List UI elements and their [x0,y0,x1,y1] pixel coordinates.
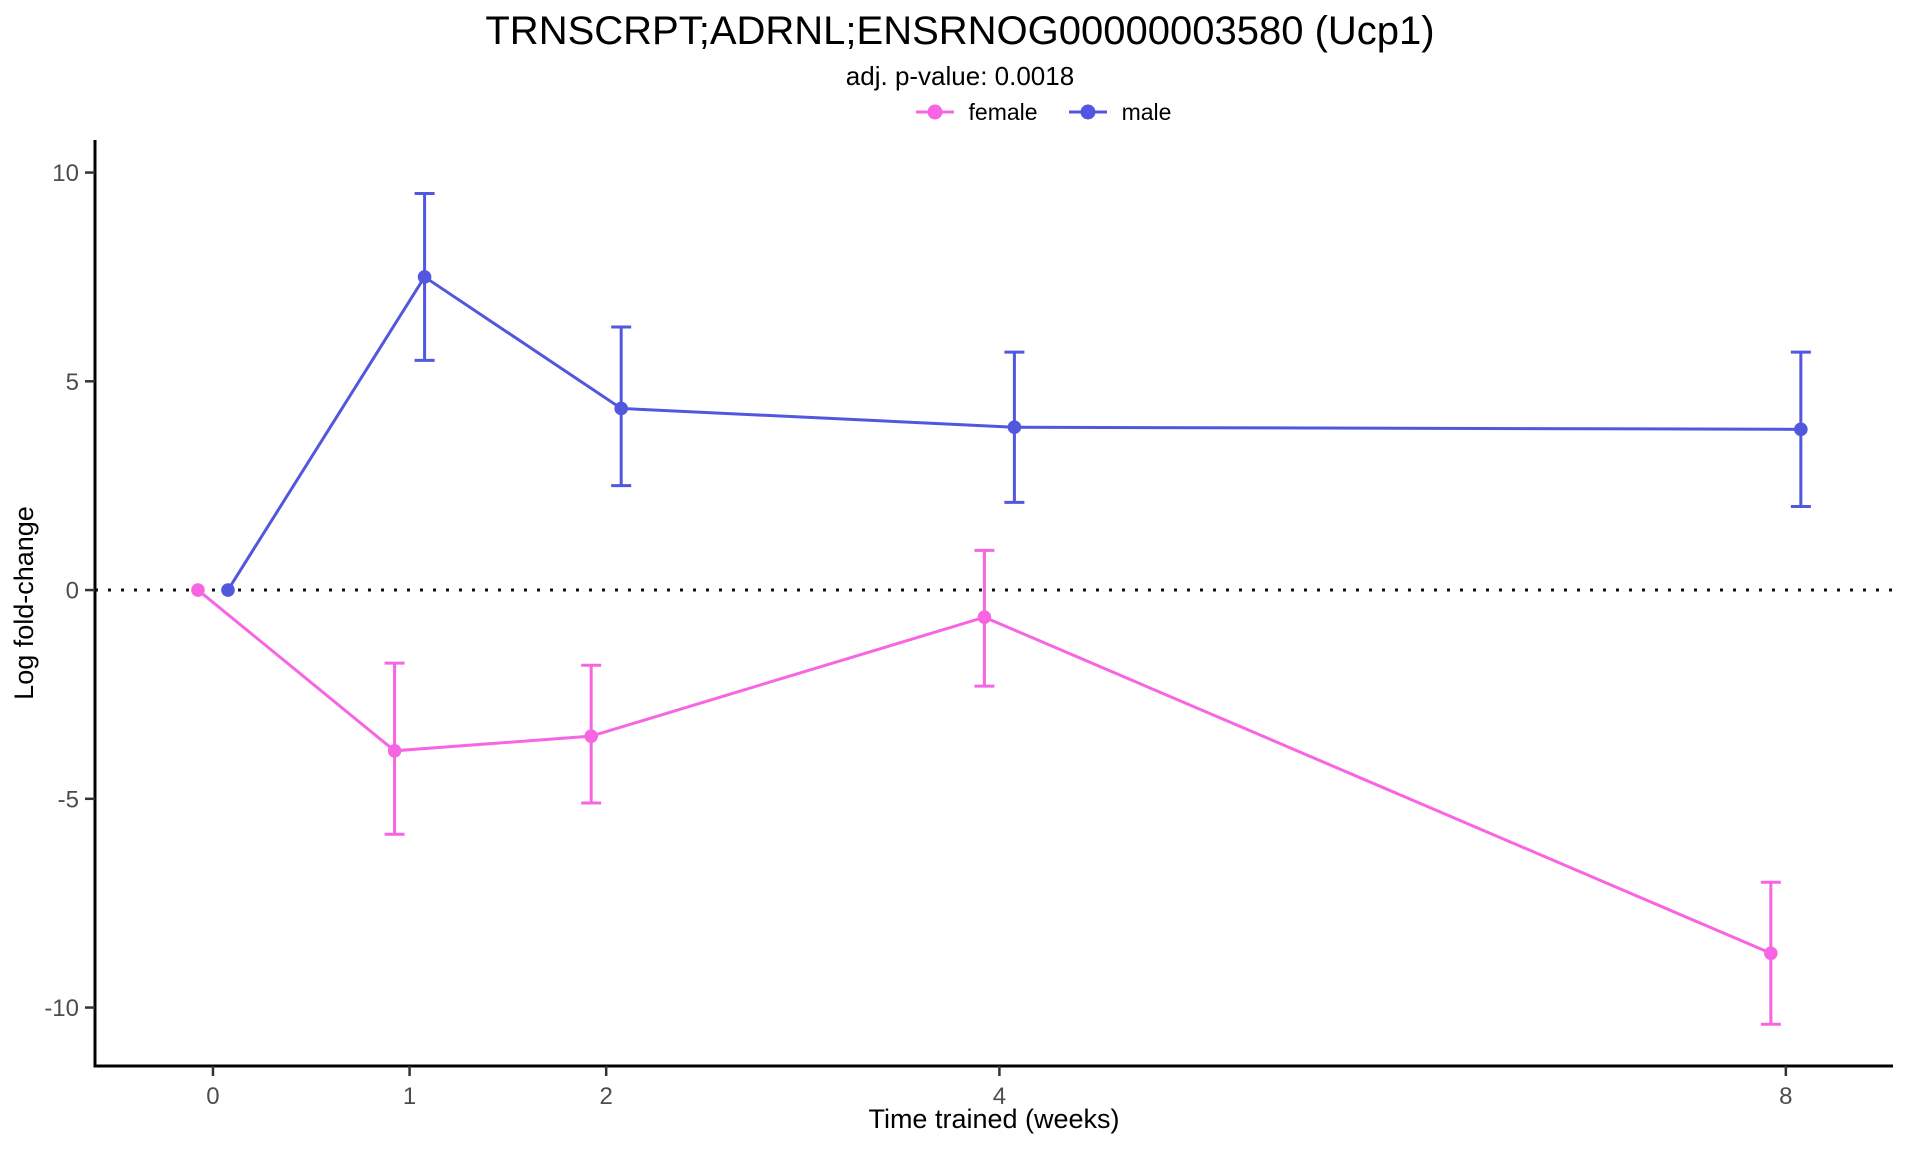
data-point-male [1007,420,1022,435]
y-axis-tick-label: -5 [58,786,79,813]
data-point-male [221,583,235,597]
data-point-female [191,583,205,597]
legend-item-female: female [913,99,1038,126]
y-axis-tick-label: -10 [44,995,79,1022]
data-point-male [1794,422,1808,437]
x-axis-tick-label: 4 [993,1083,1006,1110]
x-axis-title: Time trained (weeks) [868,1104,1119,1134]
y-axis-tick-label: 10 [52,160,79,187]
chart-title: TRNSCRPT;ADRNL;ENSRNOG00000003580 (Ucp1) [485,8,1435,53]
y-axis-title: Log fold-change [9,506,39,700]
legend: female male [82,96,1920,128]
data-point-female [977,610,992,624]
data-point-female [387,743,402,758]
y-axis-tick-label: 0 [66,578,79,605]
data-point-female [584,729,598,743]
data-point-male [417,270,432,284]
x-axis-tick-label: 0 [206,1083,219,1110]
chart-subtitle: adj. p-value: 0.0018 [845,60,1075,91]
legend-item-male: male [1066,98,1172,126]
x-axis-tick-label: 2 [600,1083,613,1110]
data-point-male [614,401,628,416]
data-point-female [1764,946,1778,961]
x-axis-tick-label: 8 [1779,1083,1792,1110]
male-line-marker-icon [1068,104,1107,120]
y-axis-tick-label: 5 [66,369,79,396]
legend-label-male: male [1121,98,1172,125]
legend-label-female: female [968,98,1038,125]
x-axis-tick-label: 1 [403,1083,416,1110]
female-line-marker-icon [915,104,954,120]
